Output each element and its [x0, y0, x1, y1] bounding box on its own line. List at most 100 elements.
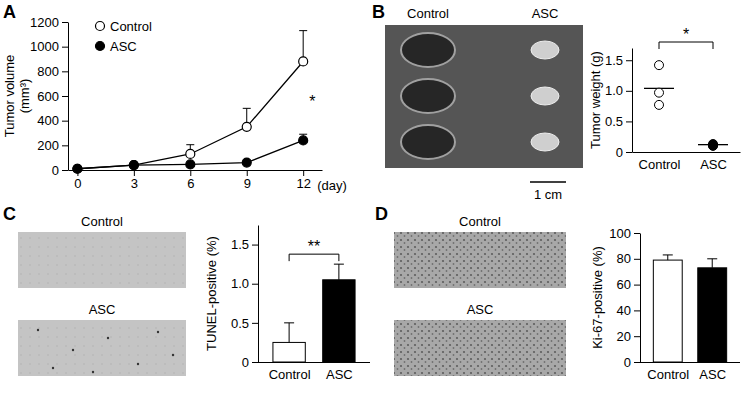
y-tick-label: 1200 [30, 15, 59, 30]
series-line [77, 61, 303, 168]
x-tick: 6 [187, 170, 194, 191]
x-tick: Control [647, 367, 689, 382]
y-tick-mark [62, 22, 68, 23]
y-tick-mark [626, 121, 632, 122]
y-axis-label: Tumor volume [2, 55, 17, 138]
x-tick-label: ASC [699, 367, 726, 382]
photo-tumor [401, 79, 455, 113]
y-tick: 1200 [30, 15, 68, 30]
y-tick: 1000 [30, 39, 68, 54]
significance-label: * [309, 93, 315, 110]
y-axis: 00.51.01.5 [231, 226, 259, 370]
data-point [73, 164, 82, 173]
photo-label: ASC [532, 6, 559, 21]
data-point [299, 57, 308, 66]
micrograph [394, 320, 566, 376]
y-tick-mark [634, 310, 640, 311]
y-axis: 00.51.01.5 [605, 49, 633, 160]
image-label: Control [81, 214, 123, 229]
y-tick-label: 80 [617, 251, 631, 266]
x-tick: Control [269, 367, 311, 382]
micrograph-dot [92, 371, 94, 373]
micrograph-dot [172, 354, 174, 356]
micrograph [18, 320, 186, 376]
legend-label: ASC [110, 39, 137, 54]
y-tick: 40 [617, 303, 640, 318]
data-point [186, 160, 195, 169]
significance-label: ** [308, 238, 320, 255]
y-tick-label: 400 [37, 113, 59, 128]
x-axis-label: (day) [317, 178, 347, 193]
x-tick-label: Control [647, 367, 689, 382]
photo-tumor [401, 33, 455, 67]
micrograph-dot [72, 349, 74, 351]
scale-bar-label: 1 cm [534, 187, 562, 202]
data-point [242, 122, 251, 131]
legend-label: Control [110, 19, 152, 34]
y-axis-label: Ki-67-positive (%) [590, 246, 605, 349]
significance-bracket [289, 254, 339, 261]
x-tick-label: 12 [296, 176, 310, 191]
panel-title: D [375, 204, 388, 224]
y-axis-line [68, 23, 69, 171]
x-tick-label: 3 [131, 176, 138, 191]
micrograph-dot [52, 367, 54, 369]
data-point [709, 141, 718, 150]
error-bar [284, 323, 294, 343]
y-tick-mark [252, 284, 258, 285]
x-tick-label: ASC [700, 157, 727, 172]
y-tick-mark [626, 152, 632, 153]
photo-tumor [531, 133, 559, 151]
y-tick-label: 40 [617, 303, 631, 318]
image-label: Control [459, 214, 501, 229]
x-tick-mark [247, 170, 248, 176]
error-bar [707, 259, 717, 268]
micrograph-dot [107, 337, 109, 339]
data-point [73, 164, 82, 173]
x-axis-line [258, 362, 370, 363]
y-tick-mark [634, 233, 640, 234]
data-point [655, 88, 664, 97]
micrograph-dot [157, 331, 159, 333]
y-tick-mark [634, 259, 640, 260]
error-bar [334, 264, 344, 280]
photo-background [385, 25, 583, 168]
y-tick-mark [634, 362, 640, 363]
legend: Control ASC [96, 19, 153, 54]
photo-tumor [531, 87, 559, 105]
y-tick-label: 0.5 [231, 316, 249, 331]
y-tick: 0 [624, 355, 640, 370]
data-point [709, 141, 718, 150]
y-tick: 1.5 [605, 53, 632, 68]
x-tick: Control [639, 157, 681, 172]
y-tick-mark [62, 145, 68, 146]
y-tick-mark [634, 336, 640, 337]
y-tick-label: 1.5 [605, 53, 623, 68]
x-tick-label: 9 [244, 176, 251, 191]
y-tick-label: 600 [37, 89, 59, 104]
y-tick: 200 [37, 138, 68, 153]
y-tick-mark [634, 285, 640, 286]
y-tick: 100 [609, 226, 640, 241]
y-tick: 1.0 [605, 83, 632, 98]
y-tick: 0 [52, 163, 68, 178]
bar [323, 280, 355, 362]
x-axis-line [640, 362, 740, 363]
x-tick: ASC [699, 367, 726, 382]
significance-label: * [683, 26, 689, 43]
y-tick-label: 0.5 [605, 114, 623, 129]
y-tick-mark [626, 60, 632, 61]
y-tick-label: 1.0 [231, 276, 249, 291]
significance-bracket [659, 42, 713, 49]
x-axis-line [69, 170, 323, 171]
y-tick: 20 [617, 329, 640, 344]
micrograph [394, 232, 566, 288]
photo-tumor [531, 41, 559, 59]
y-tick-label: 1000 [30, 39, 59, 54]
y-tick-label: 20 [617, 329, 631, 344]
plot-area [653, 255, 726, 362]
y-axis-line [632, 49, 633, 153]
y-tick-mark [252, 323, 258, 324]
y-tick-label: 60 [617, 277, 631, 292]
plot-area [273, 264, 355, 362]
